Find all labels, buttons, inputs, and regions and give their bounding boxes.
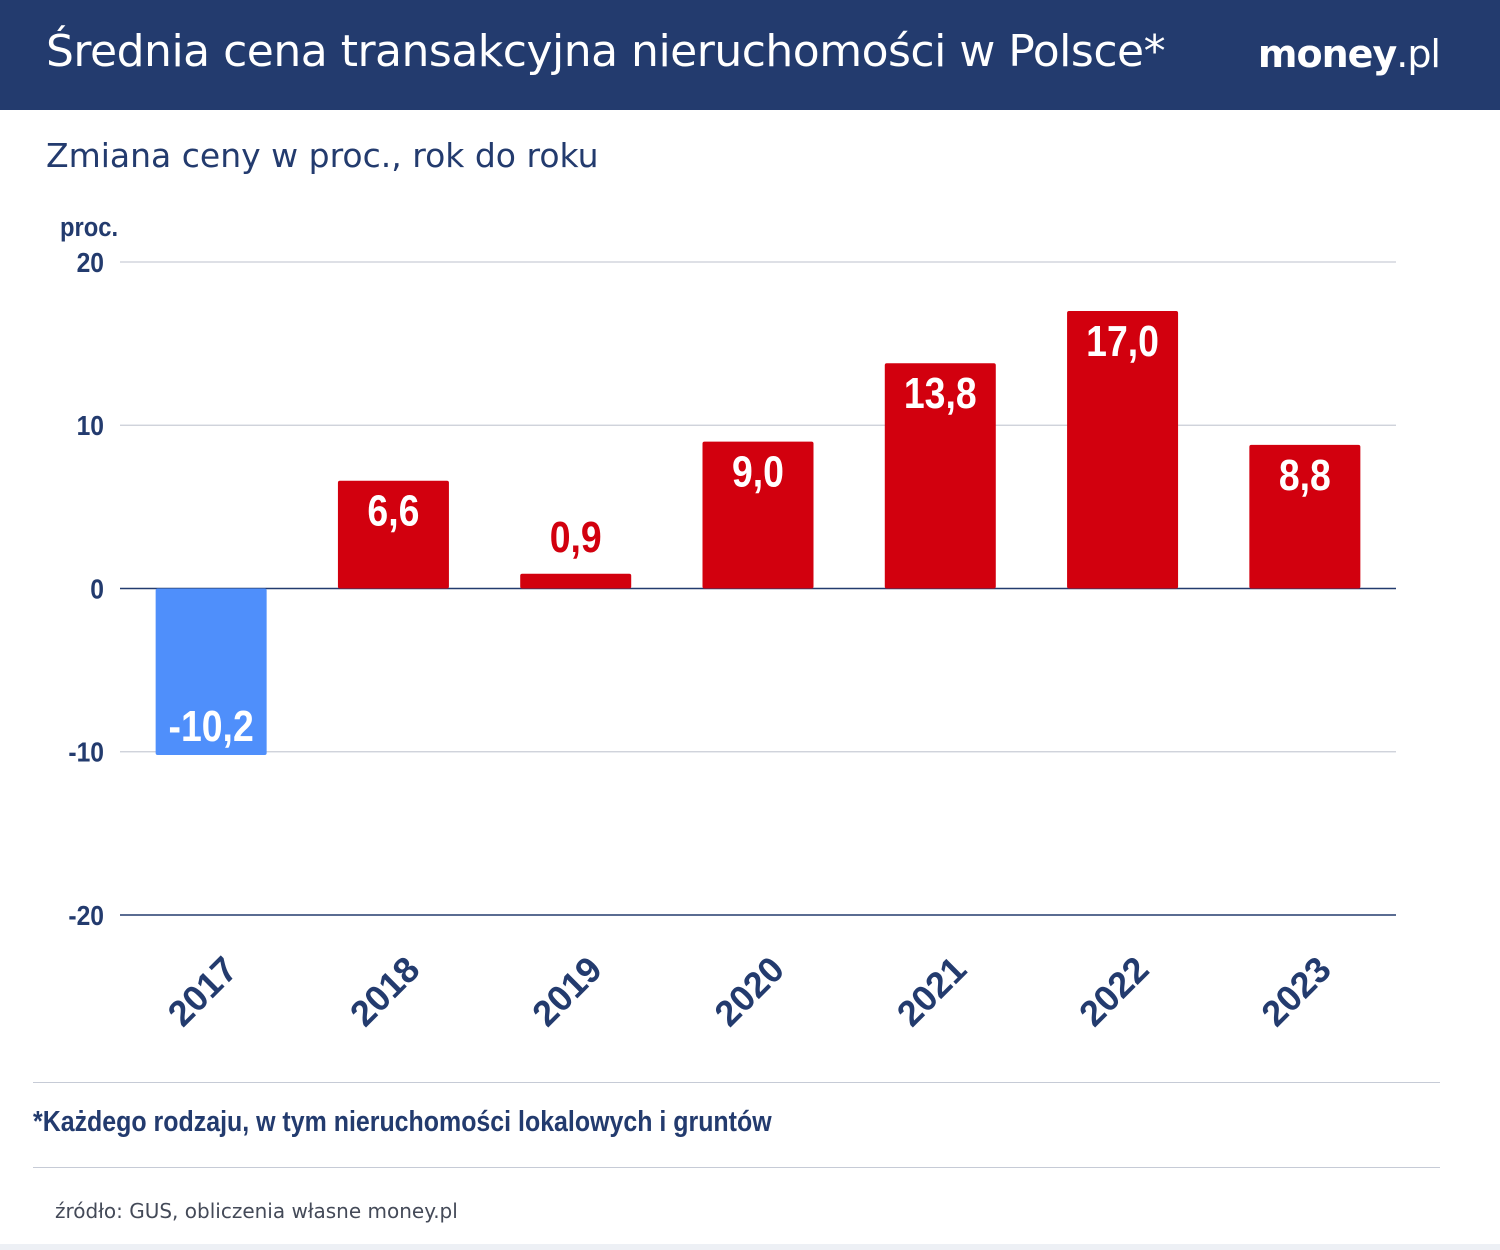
chart-title: Średnia cena transakcyjna nieruchomości … bbox=[46, 26, 1166, 77]
divider-top bbox=[33, 1082, 1440, 1083]
bar-value-label: 8,8 bbox=[1279, 450, 1331, 500]
bar bbox=[155, 588, 267, 756]
bar bbox=[337, 480, 449, 589]
x-tick-label: 2019 bbox=[524, 948, 610, 1034]
y-tick-label: -20 bbox=[68, 900, 104, 932]
x-tick-label: 2020 bbox=[706, 948, 792, 1034]
x-tick-label: 2018 bbox=[342, 948, 428, 1034]
brand-logo: money.pl bbox=[1257, 32, 1441, 76]
bottom-band bbox=[0, 1244, 1500, 1250]
footnote: *Każdego rodzaju, w tym nieruchomości lo… bbox=[33, 1106, 772, 1138]
x-tick-label: 2022 bbox=[1071, 948, 1157, 1034]
y-tick-label: 20 bbox=[77, 247, 104, 279]
x-tick-label: 2021 bbox=[889, 948, 975, 1034]
x-tick-label: 2023 bbox=[1253, 948, 1339, 1034]
divider-bottom bbox=[33, 1167, 1440, 1168]
y-tick-label: 10 bbox=[77, 410, 104, 442]
bar bbox=[1249, 444, 1361, 589]
y-tick-label: 0 bbox=[90, 573, 104, 605]
source-note: źródło: GUS, obliczenia własne money.pl bbox=[55, 1199, 458, 1223]
bar-value-label: 9,0 bbox=[732, 447, 784, 497]
bar bbox=[520, 573, 632, 589]
bar-value-label: 17,0 bbox=[1086, 316, 1159, 366]
brand-logo-bold: money bbox=[1257, 32, 1397, 76]
bar bbox=[1067, 310, 1179, 589]
bar bbox=[884, 363, 996, 589]
y-axis-unit-label: proc. bbox=[60, 213, 118, 243]
bar-chart: proc. 20 10 0 -10 -20 -10,2 2017 6,6 2018 0,9 2019 9… bbox=[60, 213, 1396, 1034]
bar-value-label: 13,8 bbox=[904, 368, 977, 418]
brand-logo-light: .pl bbox=[1396, 32, 1441, 76]
bar-value-label: 0,9 bbox=[550, 512, 602, 562]
y-tick-label: -10 bbox=[68, 736, 104, 768]
x-tick-label: 2017 bbox=[159, 948, 245, 1034]
header-bar: Średnia cena transakcyjna nieruchomości … bbox=[0, 0, 1500, 110]
chart-subtitle: Zmiana ceny w proc., rok do roku bbox=[46, 136, 599, 175]
bar-value-label: 6,6 bbox=[367, 486, 419, 536]
bar-value-label: -10,2 bbox=[169, 701, 254, 751]
bar bbox=[702, 441, 814, 589]
